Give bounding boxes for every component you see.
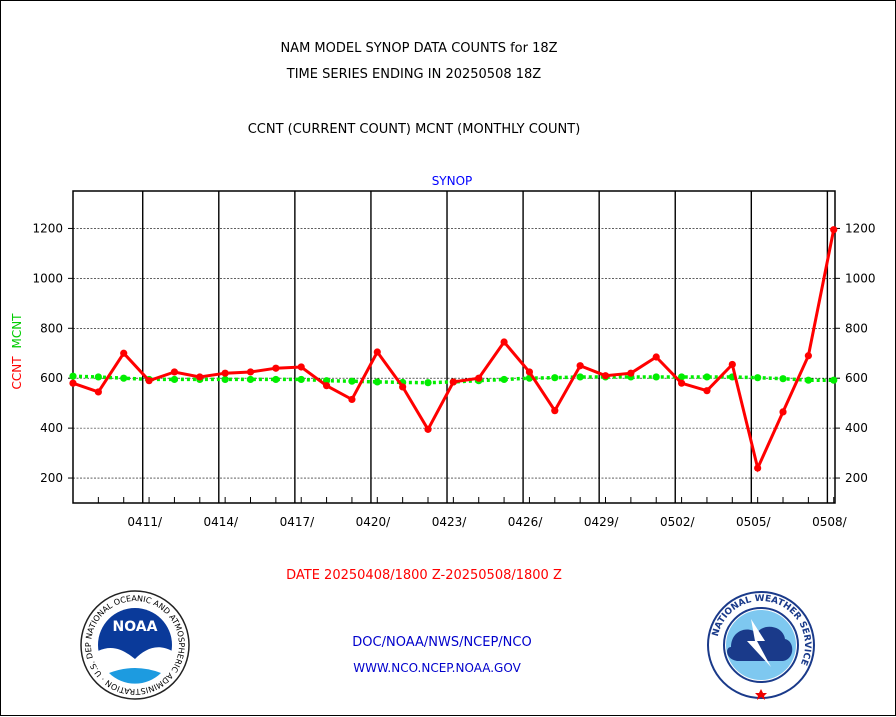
y-axis-label-mcnt: MCNT xyxy=(10,313,24,349)
axis-layer: 200 200 400 400 600 600 800 800 1000 1000 1200 1200… xyxy=(32,190,876,529)
y-tick-label-right: 1200 xyxy=(845,221,876,235)
data-point-ccnt xyxy=(601,372,610,380)
y-tick-label-left: 1200 xyxy=(32,221,63,235)
y-tick-label-right: 400 xyxy=(845,421,868,435)
chart-title-line2: TIME SERIES ENDING IN 20250508 18Z xyxy=(286,67,542,82)
y-tick-label-right: 600 xyxy=(845,371,868,385)
data-point-mcnt xyxy=(69,372,77,380)
series-layer xyxy=(69,226,838,473)
data-point-mcnt xyxy=(246,375,255,384)
y-tick-label-left: 600 xyxy=(40,371,63,385)
y-tick-label-right: 1000 xyxy=(845,271,876,285)
data-point-mcnt xyxy=(551,374,559,382)
data-point-ccnt xyxy=(221,369,229,377)
data-point-mcnt xyxy=(348,377,356,385)
data-point-ccnt xyxy=(94,388,102,396)
data-point-mcnt xyxy=(120,374,128,382)
data-point-mcnt xyxy=(703,373,711,381)
url-line: WWW.NCO.NCEP.NOAA.GOV xyxy=(353,661,521,675)
data-point-mcnt xyxy=(804,376,812,384)
data-point-ccnt xyxy=(677,379,686,387)
data-point-ccnt xyxy=(272,364,280,372)
y-tick-label-right: 200 xyxy=(845,471,868,485)
data-point-ccnt xyxy=(373,348,381,356)
data-point-mcnt xyxy=(754,374,762,382)
x-tick-label: 0502/ xyxy=(660,515,696,529)
data-point-ccnt xyxy=(399,383,407,391)
x-tick-label: 0426/ xyxy=(508,515,544,529)
data-point-ccnt xyxy=(449,378,457,386)
x-tick-label: 0420/ xyxy=(356,515,392,529)
org-line: DOC/NOAA/NWS/NCEP/NCO xyxy=(352,635,531,650)
data-point-ccnt xyxy=(424,425,432,433)
data-point-mcnt xyxy=(424,379,432,387)
data-point-ccnt xyxy=(576,362,584,370)
data-point-ccnt xyxy=(525,368,534,376)
data-point-ccnt xyxy=(754,464,762,472)
data-point-ccnt xyxy=(703,387,711,395)
x-tick-label: 0414/ xyxy=(203,515,239,529)
plot-border xyxy=(72,190,836,504)
data-point-ccnt xyxy=(475,374,483,382)
x-tick-label: 0508/ xyxy=(812,515,848,529)
data-point-ccnt xyxy=(145,377,153,385)
data-point-mcnt xyxy=(272,375,280,384)
data-point-mcnt xyxy=(652,373,660,381)
data-point-ccnt xyxy=(728,360,736,369)
data-point-ccnt xyxy=(322,382,331,390)
nws-logo: NATIONAL WEATHER SERVICE xyxy=(707,591,815,700)
data-point-mcnt xyxy=(576,373,584,381)
y-tick-label-left: 1000 xyxy=(32,271,63,285)
data-point-mcnt xyxy=(221,375,229,384)
data-point-mcnt xyxy=(500,375,508,384)
x-tick-label: 0411/ xyxy=(127,515,163,529)
panel-label: SYNOP xyxy=(432,174,473,188)
data-point-mcnt xyxy=(297,375,305,384)
y-axis-label-ccnt: CCNT xyxy=(10,356,24,390)
data-point-ccnt xyxy=(297,363,305,371)
data-point-ccnt xyxy=(246,368,255,376)
data-point-ccnt xyxy=(627,369,635,377)
x-tick-label: 0417/ xyxy=(280,515,316,529)
data-point-mcnt xyxy=(677,373,686,381)
data-point-ccnt xyxy=(120,349,128,357)
data-point-ccnt xyxy=(779,408,787,416)
noaa-logo: NATIONAL OCEANIC AND ATMOSPHERIC ADMINIS… xyxy=(80,590,190,700)
data-point-mcnt xyxy=(373,378,381,386)
y-tick-label-right: 800 xyxy=(845,321,868,335)
y-tick-label-left: 200 xyxy=(40,471,63,485)
data-point-mcnt xyxy=(779,375,787,383)
data-point-ccnt xyxy=(804,352,812,360)
grid-layer xyxy=(73,191,835,503)
date-range-label: DATE 20250408/1800 Z-20250508/1800 Z xyxy=(286,568,562,583)
x-tick-label: 0429/ xyxy=(584,515,620,529)
y-tick-label-left: 400 xyxy=(40,421,63,435)
data-point-ccnt xyxy=(830,226,838,234)
data-point-mcnt xyxy=(170,375,179,384)
data-point-ccnt xyxy=(551,407,559,415)
y-axis-label-group: CCNT MCNT xyxy=(10,313,24,390)
data-point-ccnt xyxy=(196,373,204,381)
chart-subtitle: CCNT (CURRENT COUNT) MCNT (MONTHLY COUNT… xyxy=(248,122,581,137)
y-tick-label-left: 800 xyxy=(40,321,63,335)
data-point-ccnt xyxy=(652,353,660,361)
noaa-logo-text: NOAA xyxy=(113,619,158,635)
data-point-mcnt xyxy=(94,373,102,381)
series-line-ccnt xyxy=(72,229,836,473)
x-tick-label: 0505/ xyxy=(736,515,772,529)
x-tick-label: 0423/ xyxy=(432,515,468,529)
chart-title-line1: NAM MODEL SYNOP DATA COUNTS for 18Z xyxy=(280,41,557,56)
data-point-ccnt xyxy=(170,368,179,376)
data-point-ccnt xyxy=(348,395,356,404)
data-point-ccnt xyxy=(500,338,508,346)
data-point-ccnt xyxy=(69,379,77,387)
data-point-mcnt xyxy=(830,376,838,384)
